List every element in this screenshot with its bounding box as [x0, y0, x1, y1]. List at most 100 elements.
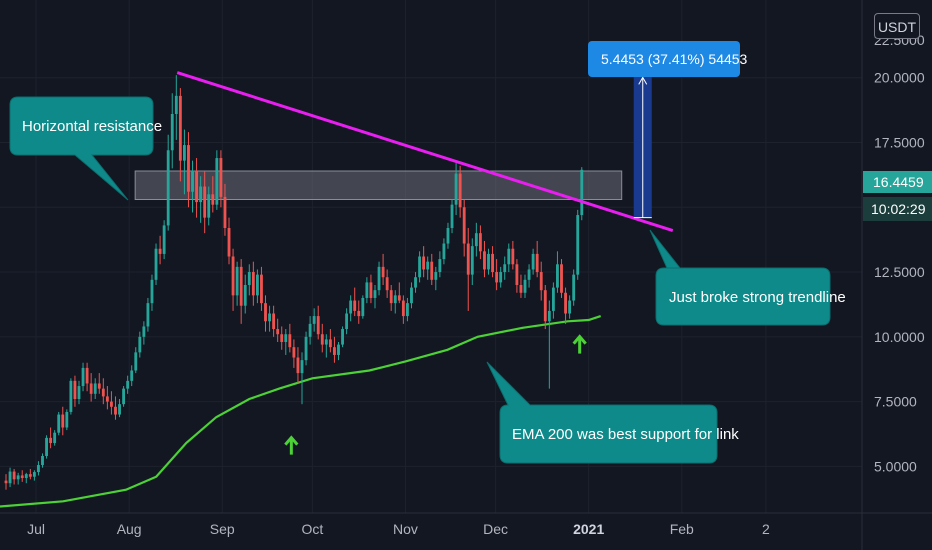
candle-body	[203, 186, 207, 218]
measure-layer	[633, 75, 652, 219]
callout-trendline-break[interactable]: Just broke strong trendline	[649, 229, 846, 326]
candle-body	[418, 256, 422, 278]
candle-body	[576, 215, 580, 275]
candle-body	[207, 194, 211, 218]
candle-body	[268, 313, 271, 322]
candle-body	[178, 95, 182, 161]
candle-body	[491, 253, 494, 273]
candle-body	[101, 388, 105, 397]
candle-body	[12, 471, 16, 480]
candle-body	[292, 347, 296, 358]
callout-horizontal-resistance-bubble	[9, 96, 154, 201]
candle-body	[543, 290, 547, 322]
callout-ema-support[interactable]: EMA 200 was best support for link	[486, 361, 739, 464]
candle-body	[556, 264, 559, 288]
candle-body	[296, 357, 300, 374]
candle-body	[219, 158, 223, 197]
measure-tag-bg	[588, 41, 740, 77]
candle-body	[373, 290, 377, 298]
candle-body	[280, 334, 284, 342]
candle-body	[276, 329, 280, 335]
candle-body	[361, 297, 365, 317]
candle-body	[239, 266, 243, 306]
candle-body	[385, 277, 389, 291]
x-tick-label: Nov	[393, 521, 418, 537]
candle-body	[4, 480, 8, 484]
candle-body	[580, 169, 584, 216]
x-tick-label: 2021	[573, 521, 604, 537]
candle-body	[227, 228, 231, 257]
callout-trendline-break-text: Just broke strong trendline	[669, 289, 846, 306]
candle-body	[320, 334, 324, 345]
candle-body	[434, 272, 438, 280]
candle-body	[478, 233, 482, 252]
x-tick-label: Oct	[301, 521, 323, 537]
candle-body	[288, 334, 292, 348]
candle-body	[126, 380, 130, 389]
candle-body	[284, 334, 288, 342]
x-tick-label: 2	[762, 521, 770, 537]
support-arrow-head	[572, 334, 587, 345]
x-tick-label: Jul	[27, 521, 45, 537]
candle-body	[199, 186, 203, 203]
callout-horizontal-resistance-text: Horizontal resistance	[22, 118, 162, 135]
candle-body	[531, 253, 535, 270]
x-axis-ticks[interactable]: Jul Aug Sep Oct Nov Dec 2021 Feb 2	[27, 521, 770, 537]
candle-body	[410, 287, 413, 304]
callout-trendline-break-bubble	[649, 229, 831, 326]
x-tick-label: Dec	[483, 521, 508, 537]
candle-body	[324, 339, 328, 345]
candle-body	[211, 194, 215, 205]
arrow-layer	[284, 334, 587, 455]
candle-body	[81, 367, 85, 387]
candle-body	[450, 204, 454, 228]
candle-body	[142, 326, 146, 337]
measure-arrow-head	[638, 76, 648, 85]
candle-body	[462, 207, 466, 244]
y-tick-label: 5.0000	[874, 458, 917, 474]
candle-body	[231, 256, 235, 296]
candle-body	[337, 344, 340, 355]
candle-body	[110, 401, 113, 407]
candle-body	[401, 300, 405, 317]
candle-body	[260, 274, 263, 304]
candle-body	[122, 388, 126, 405]
candle-body	[85, 367, 89, 384]
candle-body	[300, 360, 304, 374]
candle-body	[414, 277, 417, 288]
ema200-layer	[0, 315, 602, 508]
callout-horizontal-resistance[interactable]: Horizontal resistance	[9, 96, 162, 201]
candle-body	[134, 352, 138, 371]
candle-body	[130, 370, 134, 381]
candle-body	[32, 472, 36, 477]
candle-body	[564, 292, 567, 314]
candle-body	[341, 329, 344, 345]
candle-body	[24, 474, 28, 479]
candle-body	[166, 150, 170, 226]
trendline-layer	[176, 71, 674, 233]
trendline	[176, 71, 674, 233]
candle-body	[377, 266, 381, 291]
candle-body	[195, 171, 198, 203]
candle-body	[182, 145, 186, 161]
support-arrow-head	[284, 435, 299, 446]
candle-body	[560, 264, 563, 293]
candle-body	[389, 290, 393, 304]
candle-body	[41, 456, 44, 466]
callout-ema-support-text: EMA 200 was best support for link	[512, 426, 739, 443]
candle-body	[551, 287, 555, 311]
candle-body	[69, 380, 73, 412]
measure-tag: 5.4453 (37.41%) 54453	[588, 41, 748, 77]
candle-body	[114, 406, 117, 415]
candle-body	[77, 386, 81, 399]
candle-body	[474, 233, 478, 247]
candle-body	[454, 173, 458, 205]
currency-button[interactable]: USDT	[874, 13, 920, 39]
measure-tag-text: 5.4453 (37.41%) 54453	[601, 51, 748, 67]
candle-body	[61, 414, 65, 428]
candle-body	[251, 272, 255, 296]
candle-body	[158, 248, 162, 254]
candle-body	[519, 285, 523, 293]
candle-body	[499, 272, 503, 283]
